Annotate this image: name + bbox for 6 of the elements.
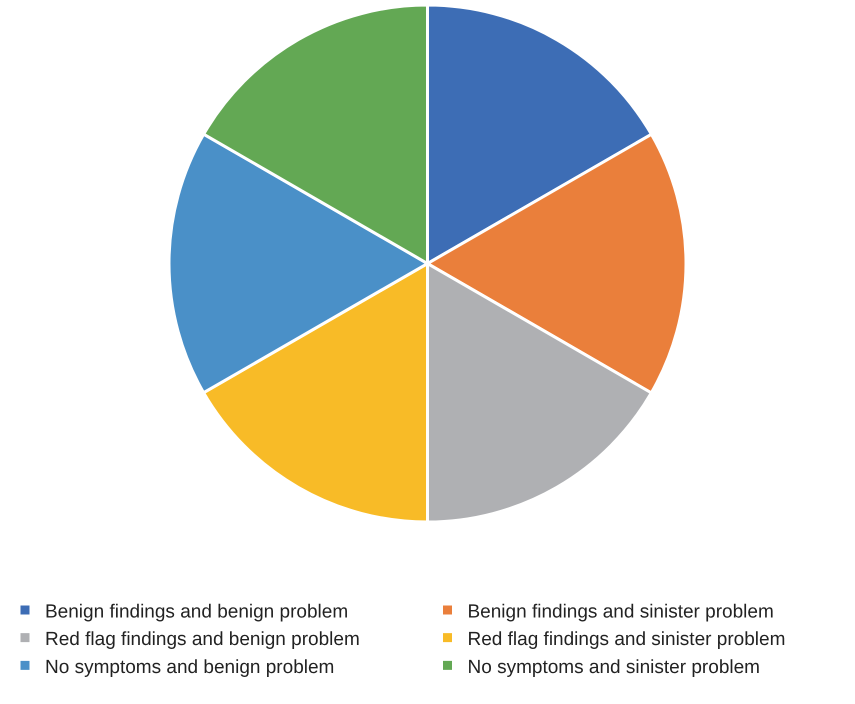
legend-label: Red flag findings and benign problem <box>45 629 360 650</box>
legend-label: Red flag findings and sinister problem <box>468 629 786 650</box>
legend-label: No symptoms and sinister problem <box>468 656 760 678</box>
legend-label: No symptoms and benign problem <box>45 656 334 678</box>
legend-label: Benign findings and sinister problem <box>468 601 774 622</box>
legend-label: Benign findings and benign problem <box>45 601 348 622</box>
